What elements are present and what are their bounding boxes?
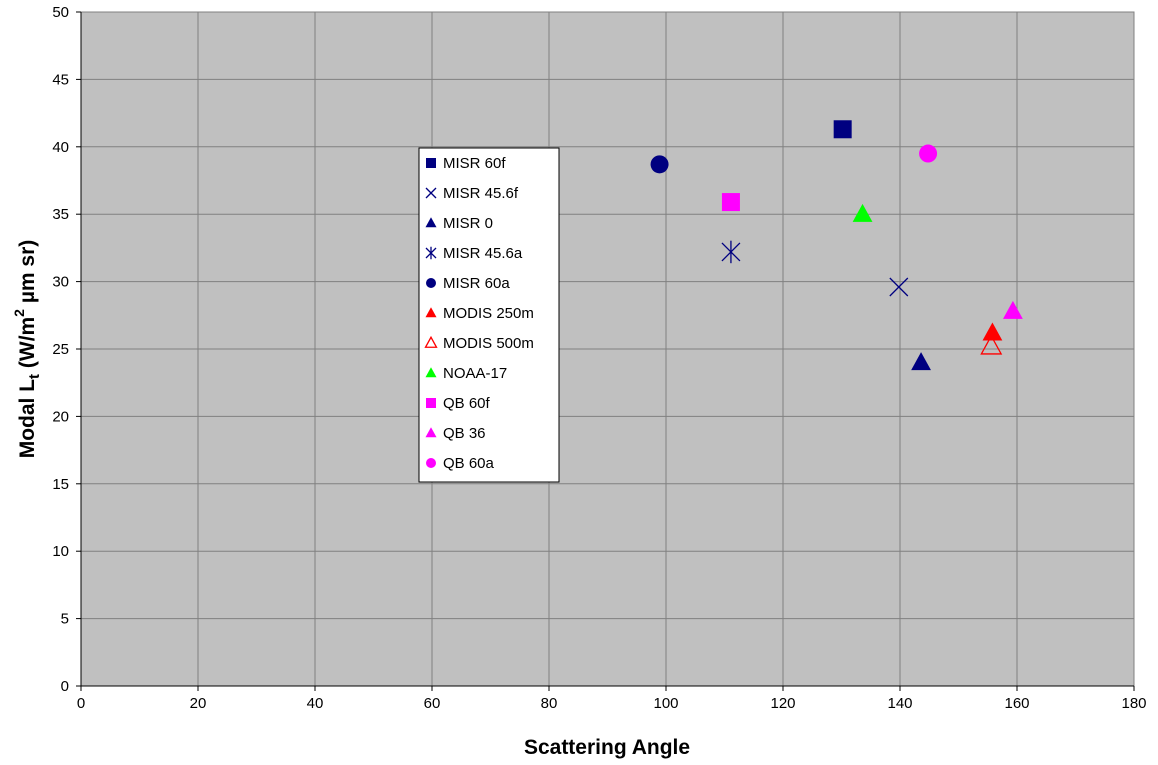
x-tick-label: 0	[77, 695, 85, 712]
point-modis-500m	[980, 334, 1003, 355]
point-misr-0	[911, 352, 931, 371]
x-axis-title: Scattering Angle	[524, 736, 690, 759]
legend-label: MISR 45.6a	[443, 245, 523, 262]
legend-label: MISR 45.6f	[443, 185, 519, 202]
point-misr-60f	[833, 120, 852, 139]
legend-marker-misr-60a	[426, 278, 436, 288]
legend-item-modis-250m: MODIS 250m	[425, 305, 534, 322]
legend-marker-misr-45-6a	[425, 246, 437, 260]
legend-label: MODIS 250m	[443, 305, 534, 322]
legend-label: MISR 0	[443, 215, 493, 232]
x-tick-label: 40	[307, 695, 324, 712]
legend-item-misr-45-6f: MISR 45.6f	[425, 185, 519, 202]
y-axis-title-suffix: µm sr)	[16, 240, 39, 309]
point-qb-36	[1003, 300, 1023, 319]
legend-marker-misr-45-6f	[425, 187, 437, 199]
point-modis-250m	[982, 322, 1003, 341]
y-tick-label: 0	[61, 678, 69, 695]
legend-marker-qb-36	[425, 427, 437, 438]
y-axis-title-subscript: t	[26, 374, 43, 379]
legend-item-modis-500m: MODIS 500m	[424, 335, 534, 352]
x-tick-label: 60	[424, 695, 441, 712]
legend-label: QB 36	[443, 425, 486, 442]
y-tick-label: 35	[52, 206, 69, 223]
y-axis-title-middle: (W/m	[16, 317, 39, 374]
legend-label: MODIS 500m	[443, 335, 534, 352]
data-points	[650, 120, 1023, 371]
legend-item-misr-0: MISR 0	[425, 215, 493, 232]
axes: 0 20 40 60 80 100 120 140 160 180 0 5 10 15 20 25 30 35 40…	[52, 4, 1146, 712]
y-axis-title: Modal Lt (W/m2 µm sr)	[11, 240, 43, 459]
y-tick-label: 30	[52, 274, 69, 291]
x-tick-label: 80	[541, 695, 558, 712]
x-tick-label: 120	[770, 695, 795, 712]
y-tick-label: 25	[52, 341, 69, 358]
legend-marker-misr-60f	[426, 158, 436, 168]
legend-marker-modis-250m	[425, 307, 437, 318]
x-tick-label: 20	[190, 695, 207, 712]
y-tick-label: 15	[52, 476, 69, 493]
legend-label: QB 60f	[443, 395, 491, 412]
point-misr-60a	[650, 155, 669, 174]
legend-item-qb-60a: QB 60a	[426, 455, 495, 472]
y-axis-title-superscript: 2	[11, 309, 27, 317]
y-tick-label: 40	[52, 139, 69, 156]
legend-label: MISR 60f	[443, 155, 506, 172]
legend: MISR 60f MISR 45.6f MISR 0 MISR 45.6a MISR 6…	[418, 147, 560, 483]
legend-item-misr-45-6a: MISR 45.6a	[425, 245, 523, 262]
x-tick-label: 100	[653, 695, 678, 712]
legend-item-misr-60a: MISR 60a	[426, 275, 510, 292]
legend-marker-noaa-17	[425, 367, 437, 378]
x-tick-label: 160	[1004, 695, 1029, 712]
point-qb-60f	[721, 193, 740, 212]
point-noaa-17	[852, 203, 873, 222]
y-axis-title-prefix: Modal L	[16, 379, 39, 458]
y-tick-label: 50	[52, 4, 69, 21]
legend-item-qb-36: QB 36	[425, 425, 486, 442]
legend-marker-qb-60a	[426, 458, 436, 468]
y-tick-label: 5	[61, 611, 69, 628]
legend-item-qb-60f: QB 60f	[426, 395, 491, 412]
legend-label: MISR 60a	[443, 275, 510, 292]
legend-box	[418, 147, 560, 483]
y-tick-label: 10	[52, 543, 69, 560]
y-tick-label: 45	[52, 71, 69, 88]
point-misr-45-6a	[721, 240, 741, 264]
legend-label: QB 60a	[443, 455, 495, 472]
legend-marker-qb-60f	[426, 398, 436, 408]
point-qb-60a	[919, 144, 938, 163]
legend-item-noaa-17: NOAA-17	[425, 365, 507, 382]
gridlines	[81, 12, 1134, 686]
x-tick-label: 180	[1121, 695, 1146, 712]
y-tick-label: 20	[52, 408, 69, 425]
legend-item-misr-60f: MISR 60f	[426, 155, 506, 172]
x-tick-label: 140	[887, 695, 912, 712]
legend-marker-misr-0	[425, 217, 437, 228]
legend-marker-modis-500m	[424, 335, 438, 348]
point-misr-45-6f	[889, 277, 909, 297]
legend-label: NOAA-17	[443, 365, 507, 382]
